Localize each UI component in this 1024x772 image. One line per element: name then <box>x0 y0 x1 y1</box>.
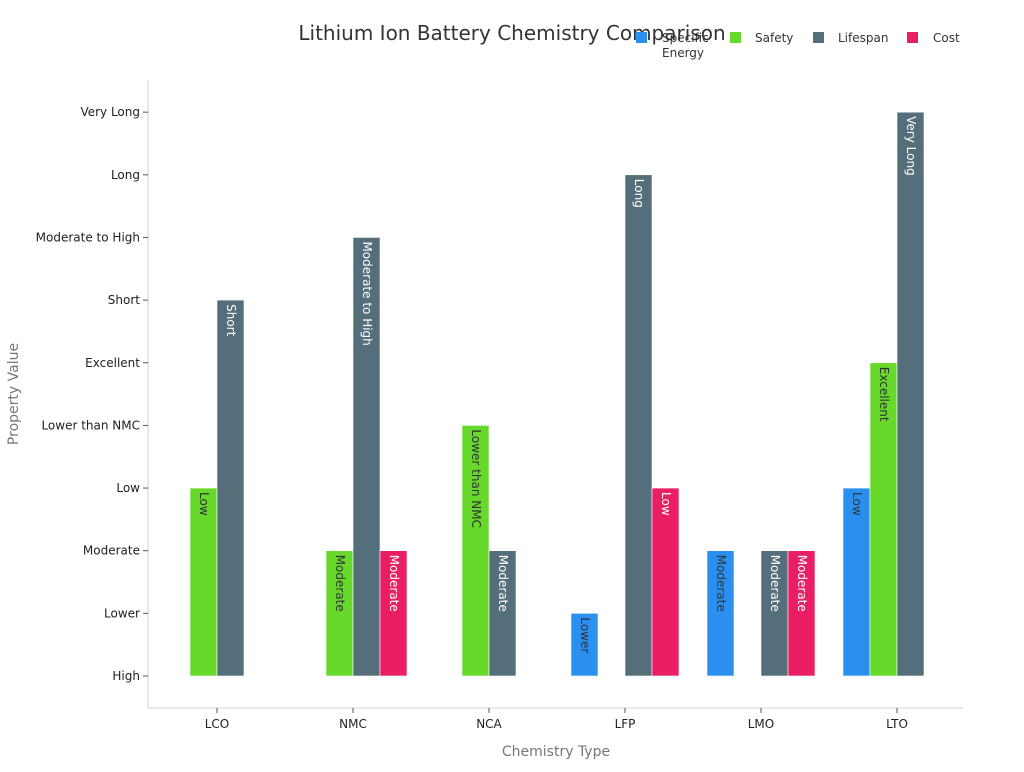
x-axis-title: Chemistry Type <box>502 744 610 760</box>
legend-label: Specific Energy <box>662 31 709 60</box>
bar-specific-energy[interactable] <box>570 613 599 677</box>
bar-data-label: Moderate to High <box>360 241 374 345</box>
x-tick-label: LMO <box>748 717 774 731</box>
bars: Lower Moderate Low Low Moderate Lower than NM… <box>189 111 925 677</box>
legend[interactable]: Specific Energy Safety Lifespan Cost <box>636 31 960 60</box>
bar-data-label: Lower than NMC <box>469 429 483 528</box>
y-axis: High Lower Moderate Low Lower than NMC Excell… <box>36 80 149 708</box>
bar-safety[interactable] <box>189 487 218 677</box>
y-tick-label: Lower <box>104 606 140 620</box>
x-tick-label: LCO <box>205 717 230 731</box>
y-tick-label: Lower than NMC <box>41 418 140 432</box>
bar-cost[interactable] <box>379 550 408 677</box>
bar-data-label: Moderate <box>496 555 510 612</box>
bar-data-label: Moderate <box>768 555 782 612</box>
bar-safety[interactable] <box>869 362 898 677</box>
legend-label: Safety <box>755 31 793 45</box>
legend-label: Lifespan <box>838 31 888 45</box>
bar-cost[interactable] <box>651 487 680 677</box>
bar-cost[interactable] <box>787 550 816 677</box>
bar-safety[interactable] <box>325 550 354 677</box>
y-tick-label: High <box>112 669 140 683</box>
legend-swatch <box>813 32 824 43</box>
y-tick-label: Long <box>111 168 140 182</box>
legend-item-specific-energy[interactable]: Specific Energy <box>636 31 709 60</box>
bar-specific-energy[interactable] <box>842 487 871 677</box>
bar-data-label: Excellent <box>877 367 891 422</box>
y-tick-label: Moderate to High <box>36 230 140 244</box>
x-tick-label: NMC <box>339 717 367 731</box>
legend-swatch <box>907 32 918 43</box>
y-tick-label: Short <box>108 293 140 307</box>
chart-title: Lithium Ion Battery Chemistry Comparison <box>298 21 725 45</box>
legend-label: Cost <box>933 31 960 45</box>
bar-data-label: Very Long <box>904 116 918 176</box>
y-axis-title: Property Value <box>6 343 22 445</box>
legend-swatch <box>730 32 741 43</box>
bar-data-label: Low <box>197 492 211 516</box>
y-tick-label: Very Long <box>80 105 140 119</box>
x-tick-label: LTO <box>886 717 908 731</box>
bar-lifespan[interactable] <box>216 299 245 677</box>
legend-swatch <box>636 32 647 43</box>
bar-specific-energy[interactable] <box>706 550 735 677</box>
bar-lifespan[interactable] <box>624 174 653 677</box>
y-tick-label: Low <box>116 481 140 495</box>
legend-item-safety[interactable]: Safety <box>730 31 793 45</box>
bar-data-label: Low <box>850 492 864 516</box>
y-tick-label: Moderate <box>83 544 140 558</box>
x-tick-label: NCA <box>476 717 502 731</box>
bar-data-label: Lower <box>578 617 592 653</box>
bar-data-label: Moderate <box>795 555 809 612</box>
x-axis: LCO NMC NCA LFP LMO LTO <box>148 707 963 731</box>
x-tick-label: LFP <box>615 717 636 731</box>
y-tick-label: Excellent <box>85 356 140 370</box>
legend-item-cost[interactable]: Cost <box>907 31 960 45</box>
bar-lifespan[interactable] <box>488 550 517 677</box>
legend-item-lifespan[interactable]: Lifespan <box>813 31 888 45</box>
bar-data-label: Moderate <box>387 555 401 612</box>
bar-lifespan[interactable] <box>352 237 381 677</box>
bar-safety[interactable] <box>461 425 490 677</box>
bar-data-label: Long <box>632 179 646 208</box>
bar-data-label: Low <box>659 492 673 516</box>
bar-lifespan[interactable] <box>896 111 925 677</box>
bar-lifespan[interactable] <box>760 550 789 677</box>
bar-data-label: Short <box>224 304 238 336</box>
bar-data-label: Moderate <box>714 555 728 612</box>
bar-data-label: Moderate <box>333 555 347 612</box>
